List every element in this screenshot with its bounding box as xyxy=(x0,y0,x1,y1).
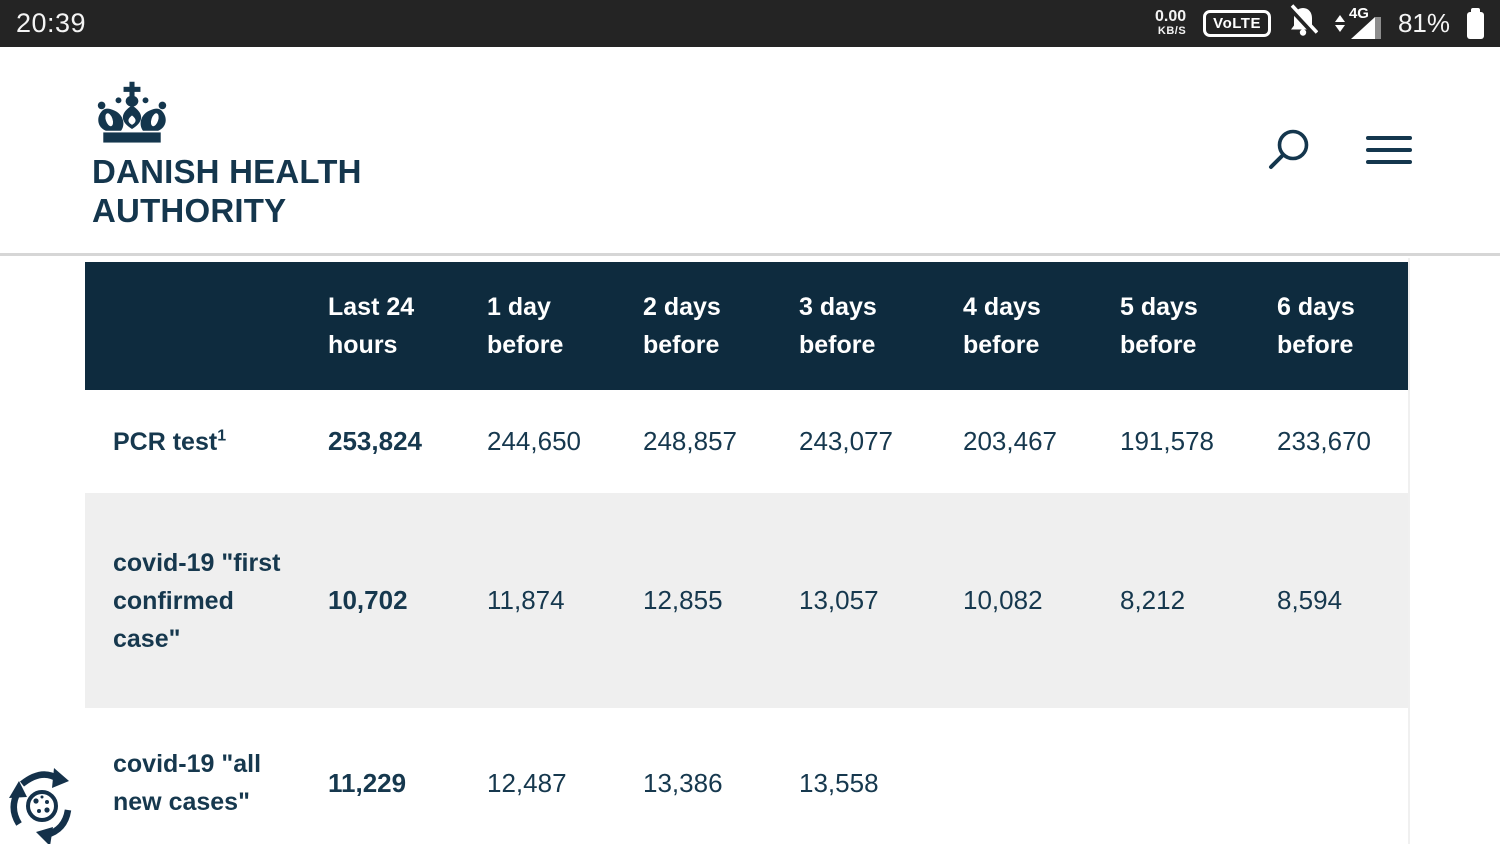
notifications-muted-icon xyxy=(1287,4,1319,43)
column-header: 4 days before xyxy=(963,293,1041,359)
battery-icon xyxy=(1467,7,1484,39)
column-header: 2 days before xyxy=(643,293,721,359)
table-cell: 12,487 xyxy=(487,767,567,798)
org-name-line2: AUTHORITY xyxy=(92,192,287,229)
column-header: Last 24 hours xyxy=(328,293,415,359)
crown-icon xyxy=(97,81,167,143)
mobile-signal-icon: 4G xyxy=(1334,5,1381,41)
column-header: 6 days before xyxy=(1277,293,1355,359)
status-bar: 20:39 0.00 KB/S VoLTE 4G 81% xyxy=(0,0,1500,47)
search-icon[interactable] xyxy=(1267,127,1311,180)
table-cell: 11,874 xyxy=(487,585,565,615)
table-cell: 8,594 xyxy=(1277,585,1343,615)
row-label: covid-19 "all new cases" xyxy=(113,750,262,816)
footnote-marker: 1 xyxy=(217,427,227,445)
table-cell xyxy=(963,708,1120,844)
table-cell xyxy=(1277,708,1408,844)
table-row: PCR test1 253,824 244,650 248,857 243,07… xyxy=(85,390,1408,493)
floating-widget-button[interactable] xyxy=(6,764,78,844)
table-row: covid-19 "all new cases" 11,229 12,487 1… xyxy=(85,708,1408,844)
column-header: 1 day before xyxy=(487,293,564,359)
table-cell: 203,467 xyxy=(963,426,1057,456)
rotating-arrows-virus-icon xyxy=(9,768,72,844)
column-header: 3 days before xyxy=(799,293,877,359)
table-cell: 10,702 xyxy=(328,585,408,615)
table-right-border xyxy=(1408,258,1410,844)
network-speed: 0.00 KB/S xyxy=(1155,9,1186,37)
column-header: 5 days before xyxy=(1120,293,1198,359)
row-label: PCR test1 xyxy=(113,427,227,456)
covid-statistics-table: Last 24 hours 1 day before 2 days before… xyxy=(85,262,1408,844)
org-name: DANISH HEALTH AUTHORITY xyxy=(92,152,362,230)
network-speed-value: 0.00 xyxy=(1155,8,1187,26)
table-header-row: Last 24 hours 1 day before 2 days before… xyxy=(85,262,1408,390)
table-cell: 8,212 xyxy=(1120,585,1186,615)
row-label: covid-19 "first confirmed case" xyxy=(113,548,281,653)
danish-health-authority-logo[interactable]: DANISH HEALTH AUTHORITY xyxy=(92,80,362,230)
table-cell: 243,077 xyxy=(799,426,893,456)
menu-icon[interactable] xyxy=(1366,136,1412,171)
table-cell: 11,229 xyxy=(328,767,407,798)
table-row: covid-19 "first confirmed case" 10,702 1… xyxy=(85,493,1408,708)
site-header: DANISH HEALTH AUTHORITY xyxy=(0,47,1500,253)
column-header xyxy=(85,262,328,390)
battery-percent: 81% xyxy=(1397,8,1450,38)
table-cell: 244,650 xyxy=(487,426,581,456)
network-speed-unit: KB/S xyxy=(1157,25,1187,38)
status-time: 20:39 xyxy=(16,8,87,38)
table-cell: 253,824 xyxy=(328,426,422,456)
table-cell xyxy=(1120,708,1277,844)
table-cell: 12,855 xyxy=(643,585,723,615)
table-cell: 10,082 xyxy=(963,585,1043,615)
table-cell: 13,057 xyxy=(799,585,879,615)
table-cell: 248,857 xyxy=(643,426,737,456)
header-divider xyxy=(0,253,1500,256)
data-arrows-icon xyxy=(1334,14,1345,32)
table-cell: 233,670 xyxy=(1277,426,1371,456)
table-cell: 13,558 xyxy=(799,767,879,798)
org-name-line1: DANISH HEALTH xyxy=(92,153,362,190)
table-cell: 191,578 xyxy=(1120,426,1214,456)
volte-badge: VoLTE xyxy=(1203,10,1271,37)
table-cell: 13,386 xyxy=(643,767,723,798)
